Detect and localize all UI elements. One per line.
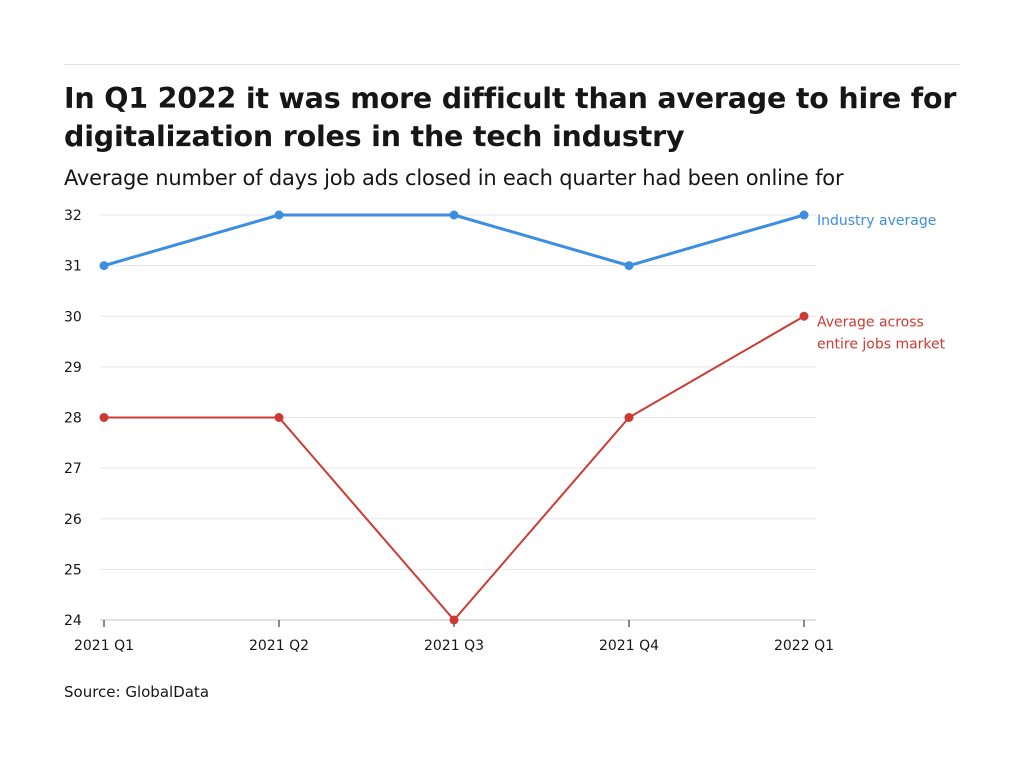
data-point-industry-average-2021-q3 xyxy=(449,210,459,220)
data-point-industry-average-2021-q2 xyxy=(274,210,284,220)
data-point-average-across-entire-jobs-market-2021-q4 xyxy=(624,413,634,422)
y-tick-label-25: 25 xyxy=(64,562,82,578)
legend-label-line: Industry average xyxy=(817,213,936,229)
data-point-average-across-entire-jobs-market-2022-q1 xyxy=(799,311,809,321)
data-point-industry-average-2022-q1 xyxy=(799,210,809,220)
legend-label-average-across-entire-jobs-market: Average across entire jobs market xyxy=(817,314,946,352)
source-note: Source: GlobalData xyxy=(64,683,210,701)
x-tick-label-2021-q3: 2021 Q3 xyxy=(424,638,484,654)
x-axis: 2021 Q1 2021 Q2 2021 Q3 2021 Q4 2022 Q1 xyxy=(74,619,834,654)
y-tick-label-29: 29 xyxy=(64,360,82,376)
legend-label-line: entire jobs market xyxy=(817,336,946,352)
chart-title: In Q1 2022 it was more difficult than av… xyxy=(64,82,957,153)
y-tick-label-26: 26 xyxy=(64,512,82,528)
legend-label-industry-average: Industry average xyxy=(817,213,936,229)
y-tick-label-31: 31 xyxy=(64,259,82,275)
y-tick-label-32: 32 xyxy=(64,208,82,224)
y-axis: 24 25 26 27 28 29 30 31 32 xyxy=(64,208,82,629)
gridlines xyxy=(100,214,816,570)
x-tick-label-2021-q1: 2021 Q1 xyxy=(74,638,134,654)
legend: Industry average Average across entire job… xyxy=(817,213,946,352)
data-point-average-across-entire-jobs-market-2021-q3 xyxy=(449,615,459,625)
y-tick-label-30: 30 xyxy=(64,309,82,325)
x-tick-label-2021-q2: 2021 Q2 xyxy=(249,638,309,654)
x-tick-label-2021-q4: 2021 Q4 xyxy=(599,638,659,654)
top-divider xyxy=(64,64,960,65)
x-tick-label-2022-q1: 2022 Q1 xyxy=(774,638,834,654)
y-tick-label-28: 28 xyxy=(64,411,82,427)
data-point-average-across-entire-jobs-market-2021-q1 xyxy=(99,413,109,422)
series-line-industry-average xyxy=(102,213,806,268)
series-group xyxy=(99,210,809,625)
y-tick-label-24: 24 xyxy=(64,613,82,629)
data-point-industry-average-2021-q4 xyxy=(624,261,634,271)
data-point-average-across-entire-jobs-market-2021-q2 xyxy=(274,413,284,422)
y-tick-label-27: 27 xyxy=(64,461,82,477)
data-point-industry-average-2021-q1 xyxy=(99,261,109,271)
legend-label-line: Average across xyxy=(817,314,924,330)
chart-subtitle: Average number of days job ads closed in… xyxy=(64,166,844,190)
